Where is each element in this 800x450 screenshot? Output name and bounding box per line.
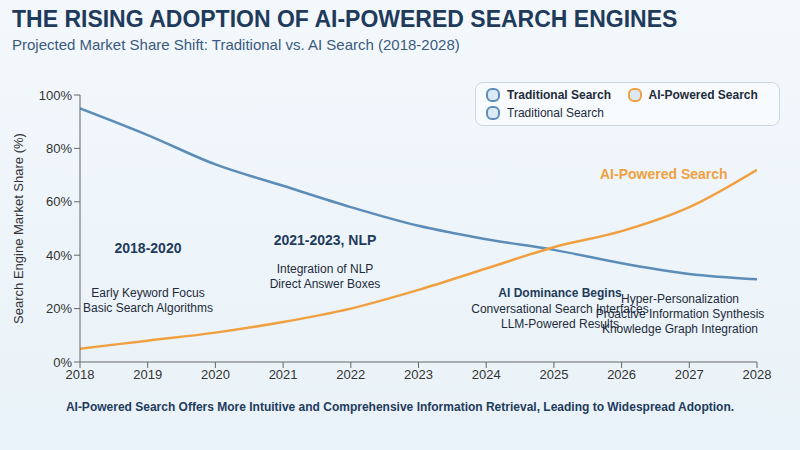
html-text:Integration of NLP: Integration of NLP [276,262,374,276]
svg-text:60%: 60% [46,194,72,209]
html-text:Early Keyword Focus: Early Keyword Focus [91,286,205,300]
html-text:AI Dominance Begins: AI Dominance Begins [498,286,622,300]
svg-text:2018: 2018 [65,367,95,383]
svg-text:20%: 20% [46,301,72,316]
html-text:AI-Powered Search: AI-Powered Search [600,166,728,182]
svg-text:100%: 100% [39,88,73,103]
svg-text:40%: 40% [46,248,72,263]
html-text:Projected Market Share Shift:: Projected Market Share Shift: Traditiona… [12,36,460,53]
html-text:Knowledge Graph Integration: Knowledge Graph Integration [601,322,758,336]
html-text:AI-Powered Search: AI-Powered Search [648,88,758,102]
html-text:2021-2023, NLP: 2021-2023, NLP [273,232,377,248]
html-text:LLM-Powered Results: LLM-Powered Results [501,317,619,331]
html-text:Traditional Search: Traditional Search [507,88,611,102]
html-text:THE RISING ADOPTION OF AI-POWE: THE RISING ADOPTION OF AI-POWERED SEARCH… [12,6,678,32]
html-text:Proactive Information Synthesi: Proactive Information Synthesis [595,307,765,321]
svg-text:2022: 2022 [336,367,365,382]
html-text:AI-Powered Search Offers More: AI-Powered Search Offers More Intuitive … [65,400,735,414]
html-text:Conversational Search Interfac: Conversational Search Interfaces [471,302,649,316]
svg-text:2027: 2027 [675,367,704,382]
html-text:Traditional Search: Traditional Search [507,106,604,120]
html-text:Basic Search Algorithms: Basic Search Algorithms [83,301,213,315]
svg-text:2026: 2026 [607,367,636,382]
svg-text:2020: 2020 [201,367,230,382]
svg-text:2024: 2024 [472,367,501,382]
svg-text:Search Engine Market Share (%): Search Engine Market Share (%) [11,133,26,324]
svg-text:2019: 2019 [133,367,162,382]
html-text:Direct Answer Boxes: Direct Answer Boxes [269,277,381,291]
html-text:2018-2020: 2018-2020 [114,240,182,256]
svg-text:0%: 0% [53,355,72,370]
svg-text:2023: 2023 [404,367,433,382]
html-text:Hyper-Personalization: Hyper-Personalization [621,292,739,306]
svg-text:2021: 2021 [269,367,298,382]
svg-text:2028: 2028 [743,367,772,382]
svg-text:2025: 2025 [539,367,568,382]
svg-text:80%: 80% [46,141,72,156]
